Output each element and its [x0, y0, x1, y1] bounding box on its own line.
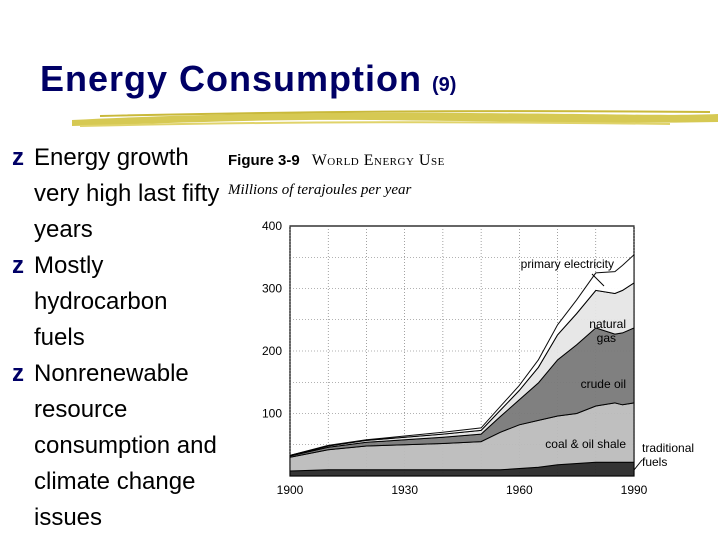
slide-title-text: Energy Consumption: [40, 58, 423, 99]
bullet-text: Nonrenewable resource consumption and cl…: [34, 360, 217, 531]
y-tick-label: 300: [262, 282, 282, 296]
figure-title: Figure 3-9 World Energy Use: [228, 152, 445, 170]
label-natural-gas-1: natural: [589, 317, 626, 331]
bullet-item: z Nonrenewable resource consumption and …: [12, 356, 222, 536]
label-primary-electricity: primary electricity: [521, 257, 614, 271]
figure-subtitle: Millions of terajoules per year: [228, 182, 412, 198]
label-coal-oil-shale: coal & oil shale: [545, 437, 626, 451]
bullet-text: Energy growth very high last fifty years: [34, 144, 220, 243]
bullet-item: z Mostly hydrocarbon fuels: [12, 248, 222, 356]
x-tick-label: 1930: [391, 483, 418, 497]
x-tick-label: 1900: [277, 483, 304, 497]
bullet-glyph: z: [12, 360, 24, 387]
label-traditional-fuels-2: fuels: [642, 455, 667, 469]
y-tick-label: 400: [262, 219, 282, 233]
label-crude-oil: crude oil: [581, 377, 626, 391]
arrow-primary-electricity: [591, 273, 605, 287]
label-traditional-fuels-1: traditional: [642, 441, 694, 455]
slide-title: Energy Consumption (9): [40, 58, 456, 100]
bullet-item: z Energy growth very high last fifty yea…: [12, 140, 222, 248]
y-tick-label: 100: [262, 407, 282, 421]
figure-world-energy-use: 100 200 300 400 1900 1930 1960 1990 primary elec…: [222, 148, 720, 540]
area-primary-electricity: [289, 253, 635, 456]
x-tick-label: 1990: [621, 483, 648, 497]
y-tick-label: 200: [262, 344, 282, 358]
label-natural-gas-2: gas: [597, 331, 616, 345]
bullet-glyph: z: [12, 252, 24, 279]
bullet-text: Mostly hydrocarbon fuels: [34, 252, 168, 351]
x-tick-label: 1960: [506, 483, 533, 497]
energy-chart: 100 200 300 400 1900 1930 1960 1990 primary elec…: [262, 219, 694, 497]
figure-name: World Energy Use: [311, 152, 445, 169]
title-underline: [72, 110, 718, 127]
bullet-list: z Energy growth very high last fifty yea…: [12, 140, 222, 536]
bullet-glyph: z: [12, 144, 24, 171]
slide-number: (9): [432, 74, 457, 96]
arrow-traditional-fuels: [633, 459, 643, 471]
figure-label: Figure 3-9: [228, 152, 300, 169]
